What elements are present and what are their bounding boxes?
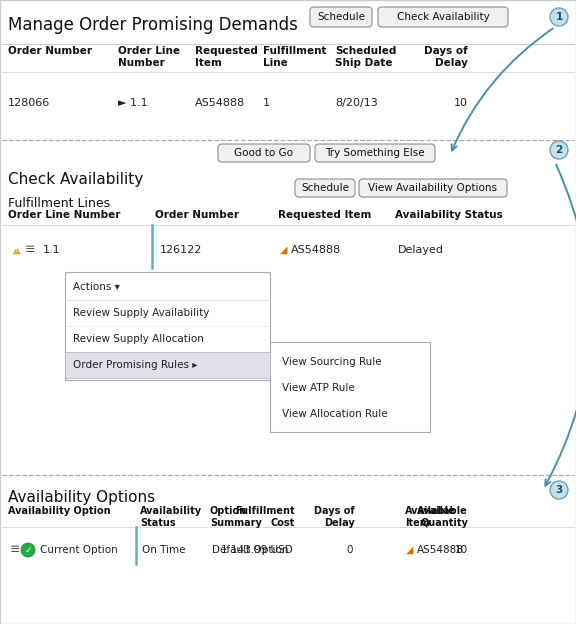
Text: ◢: ◢ — [280, 245, 287, 255]
Text: Schedule: Schedule — [317, 12, 365, 22]
Circle shape — [21, 543, 35, 557]
Bar — [65, 352, 270, 378]
Text: Check Availability: Check Availability — [8, 172, 143, 187]
Text: 0: 0 — [347, 545, 353, 555]
Text: Fulfillment
Line: Fulfillment Line — [263, 46, 327, 69]
Bar — [270, 342, 430, 432]
Text: Availability Options: Availability Options — [8, 490, 155, 505]
Text: ► 1.1: ► 1.1 — [118, 98, 147, 108]
Text: Order Number: Order Number — [155, 210, 239, 220]
Text: Actions ▾: Actions ▾ — [73, 282, 120, 292]
Text: On Time: On Time — [142, 545, 185, 555]
Text: AS54888: AS54888 — [195, 98, 245, 108]
Text: Order Promising Rules ▸: Order Promising Rules ▸ — [73, 360, 198, 370]
Text: ≡: ≡ — [10, 544, 20, 557]
Text: Days of
Delay: Days of Delay — [425, 46, 468, 69]
Bar — [2, 478, 574, 622]
Text: Order Line Number: Order Line Number — [8, 210, 120, 220]
Text: 2: 2 — [555, 145, 563, 155]
Text: View Allocation Rule: View Allocation Rule — [282, 409, 388, 419]
Text: 3: 3 — [555, 485, 563, 495]
Text: Default Option: Default Option — [212, 545, 289, 555]
Text: 1: 1 — [555, 12, 563, 22]
Text: Requested
Item: Requested Item — [195, 46, 258, 69]
FancyBboxPatch shape — [295, 179, 355, 197]
FancyBboxPatch shape — [359, 179, 507, 197]
Text: View Sourcing Rule: View Sourcing Rule — [282, 357, 382, 367]
Text: Manage Order Promising Demands: Manage Order Promising Demands — [8, 16, 298, 34]
Text: Option
Summary: Option Summary — [210, 506, 262, 529]
Text: ◢: ◢ — [406, 545, 414, 555]
Text: 1.1: 1.1 — [43, 245, 60, 255]
FancyBboxPatch shape — [218, 144, 310, 162]
Text: 10: 10 — [454, 98, 468, 108]
Text: Good to Go: Good to Go — [234, 148, 294, 158]
Text: Availability Status: Availability Status — [395, 210, 503, 220]
Text: Try Something Else: Try Something Else — [325, 148, 425, 158]
Text: Available
Quantity: Available Quantity — [417, 506, 468, 529]
Text: Schedule: Schedule — [301, 183, 349, 193]
Text: 1: 1 — [263, 98, 270, 108]
Bar — [65, 272, 270, 380]
Text: Availability Option: Availability Option — [8, 506, 111, 516]
Text: AS54888: AS54888 — [417, 545, 464, 555]
Text: Order Line
Number: Order Line Number — [118, 46, 180, 69]
Text: View Availability Options: View Availability Options — [369, 183, 498, 193]
Text: View ATP Rule: View ATP Rule — [282, 383, 355, 393]
Text: ≡: ≡ — [25, 243, 35, 256]
Circle shape — [550, 8, 568, 26]
Text: 126122: 126122 — [160, 245, 202, 255]
Text: ▲: ▲ — [13, 245, 21, 255]
Text: Requested Item: Requested Item — [278, 210, 372, 220]
Text: ✓: ✓ — [24, 545, 32, 555]
Text: Delayed: Delayed — [398, 245, 444, 255]
Text: !: ! — [16, 247, 18, 253]
Text: 1 143.99 USD: 1 143.99 USD — [221, 545, 293, 555]
Text: AS54888: AS54888 — [291, 245, 341, 255]
FancyBboxPatch shape — [315, 144, 435, 162]
Text: Days of
Delay: Days of Delay — [314, 506, 355, 529]
Text: Fulfillment Lines: Fulfillment Lines — [8, 197, 110, 210]
Circle shape — [550, 141, 568, 159]
Text: Fulfillment
Cost: Fulfillment Cost — [236, 506, 295, 529]
Text: Scheduled
Ship Date: Scheduled Ship Date — [335, 46, 396, 69]
Text: Check Availability: Check Availability — [397, 12, 490, 22]
Text: Current Option: Current Option — [40, 545, 118, 555]
Text: 128066: 128066 — [8, 98, 50, 108]
Text: Review Supply Allocation: Review Supply Allocation — [73, 334, 204, 344]
Text: 10: 10 — [455, 545, 468, 555]
Circle shape — [550, 481, 568, 499]
Text: Available
Item: Available Item — [405, 506, 456, 529]
Text: Order Number: Order Number — [8, 46, 92, 56]
Text: 8/20/13: 8/20/13 — [335, 98, 378, 108]
FancyBboxPatch shape — [310, 7, 372, 27]
FancyBboxPatch shape — [378, 7, 508, 27]
Text: Review Supply Availability: Review Supply Availability — [73, 308, 209, 318]
Text: Availability
Status: Availability Status — [140, 506, 202, 529]
Bar — [2, 2, 574, 140]
